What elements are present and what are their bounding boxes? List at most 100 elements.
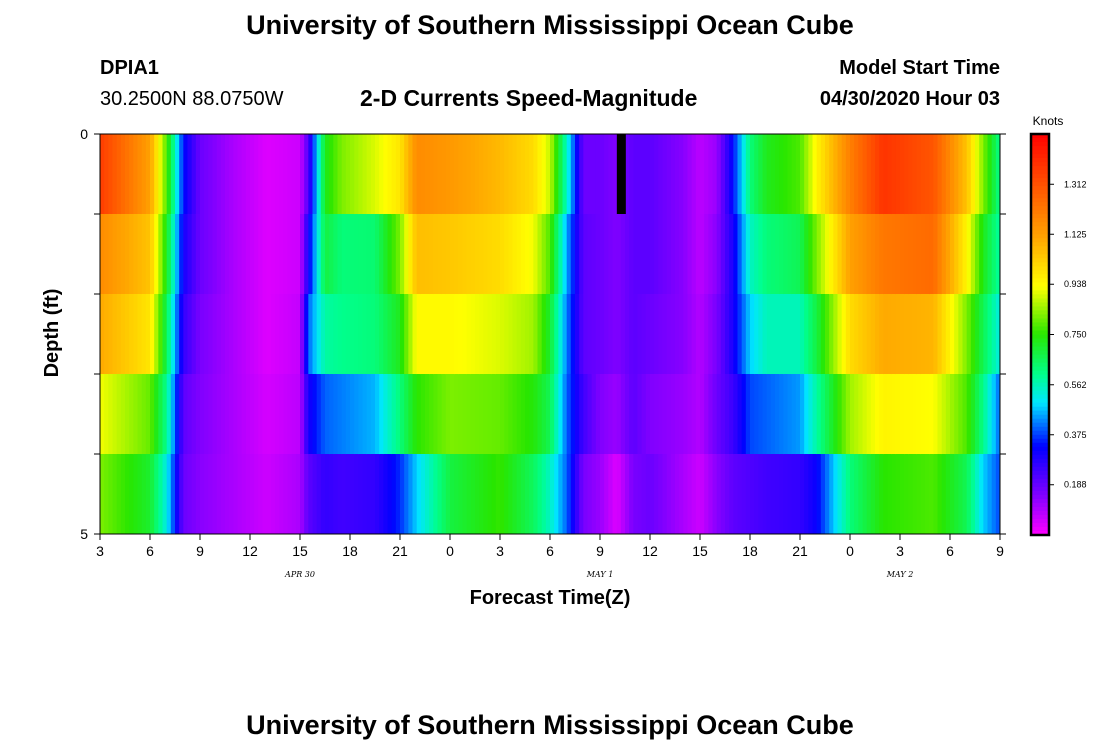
heatmap-cell <box>250 374 255 455</box>
heatmap-cell <box>966 374 972 455</box>
colorbar-tick-label: 1.125 <box>1064 229 1087 239</box>
heatmap-cell <box>479 374 484 455</box>
heatmap-cell <box>141 294 147 375</box>
heatmap-cell <box>575 294 580 375</box>
heatmap-cell <box>183 214 188 295</box>
heatmap-cell <box>925 454 930 535</box>
heatmap-cell <box>329 374 334 455</box>
heatmap-cell <box>562 214 568 295</box>
heatmap-cell <box>712 214 718 295</box>
heatmap-cell <box>208 214 213 295</box>
heatmap-cell <box>608 374 613 455</box>
heatmap-cell <box>566 134 572 215</box>
x-tick-label: 9 <box>196 543 204 559</box>
heatmap-cell <box>350 294 355 375</box>
heatmap-cell <box>966 454 972 535</box>
heatmap-cell <box>541 214 547 295</box>
heatmap-cell <box>616 214 622 295</box>
heatmap-cell <box>966 134 972 215</box>
heatmap-cell <box>600 294 605 375</box>
heatmap-cell <box>825 134 830 215</box>
heatmap-cell <box>920 134 926 215</box>
heatmap-cell <box>533 134 538 215</box>
colorbar-segment <box>1031 466 1049 472</box>
heatmap-cell <box>508 214 513 295</box>
heatmap-cell <box>183 134 188 215</box>
heatmap-cell <box>333 454 338 535</box>
heatmap-cell <box>204 134 209 215</box>
heatmap-cell <box>845 294 851 375</box>
heatmap-cell <box>429 214 434 295</box>
heatmap-cell <box>375 454 380 535</box>
heatmap-cell <box>508 374 513 455</box>
colorbar-segment <box>1031 482 1049 488</box>
heatmap-cell <box>258 454 263 535</box>
heatmap-cell <box>833 294 838 375</box>
colorbar-segment <box>1031 154 1049 159</box>
heatmap-cell <box>733 294 738 375</box>
heatmap-cell <box>945 134 951 215</box>
heatmap-cell <box>920 454 926 535</box>
heatmap-cell <box>133 294 138 375</box>
colorbar-segment <box>1031 142 1049 147</box>
heatmap-cell <box>733 214 738 295</box>
heatmap-cell <box>912 214 918 295</box>
heatmap-cell <box>720 454 726 535</box>
heatmap-cell <box>237 454 243 535</box>
heatmap-cell <box>891 294 897 375</box>
heatmap-cell <box>708 134 713 215</box>
heatmap-cell <box>370 374 376 455</box>
heatmap-cell <box>116 134 122 215</box>
heatmap-cell <box>466 214 472 295</box>
heatmap-cell <box>108 374 113 455</box>
heatmap-cell <box>891 214 897 295</box>
heatmap-cell <box>600 454 605 535</box>
x-tick-label: 21 <box>792 543 808 559</box>
heatmap-cell <box>495 134 501 215</box>
heatmap-cell <box>166 374 172 455</box>
heatmap-cell <box>316 294 322 375</box>
heatmap-cell <box>854 134 859 215</box>
heatmap-cell <box>779 374 784 455</box>
heatmap-cell <box>333 214 338 295</box>
heatmap-cell <box>450 134 455 215</box>
heatmap-cell <box>733 374 738 455</box>
heatmap-cell <box>566 294 572 375</box>
heatmap-cell <box>850 214 855 295</box>
heatmap-cell <box>479 214 484 295</box>
colorbar-segment <box>1031 190 1049 195</box>
colorbar-segment <box>1031 350 1049 356</box>
heatmap-cell <box>858 214 863 295</box>
heatmap-cell <box>737 294 743 375</box>
heatmap-cell <box>529 294 534 375</box>
colorbar-tick-label: 0.375 <box>1064 430 1087 440</box>
colorbar-segment <box>1031 222 1049 227</box>
heatmap-cell <box>800 214 805 295</box>
heatmap-cell <box>800 374 805 455</box>
heatmap-cell <box>279 454 284 535</box>
heatmap-cell <box>558 454 563 535</box>
heatmap-cell <box>404 294 409 375</box>
heatmap-cell <box>479 134 484 215</box>
heatmap-cell <box>887 214 893 295</box>
heatmap-cell <box>829 294 834 375</box>
heatmap-cell <box>466 454 472 535</box>
colorbar-segment <box>1031 210 1049 215</box>
heatmap-cell <box>795 134 801 215</box>
heatmap-cell <box>341 214 347 295</box>
heatmap-cell <box>908 294 913 375</box>
heatmap-cell <box>233 374 238 455</box>
heatmap-cell <box>487 374 493 455</box>
heatmap-cell <box>570 134 576 215</box>
colorbar-segment <box>1031 450 1049 456</box>
heatmap-cell <box>875 214 880 295</box>
colorbar-segment <box>1031 242 1049 247</box>
heatmap-cell <box>920 294 926 375</box>
heatmap-cell <box>337 374 343 455</box>
heatmap-cell <box>162 374 168 455</box>
heatmap-cell <box>541 374 547 455</box>
heatmap-cell <box>320 374 326 455</box>
heatmap-cell <box>304 134 309 215</box>
x-axis-label: Forecast Time(Z) <box>470 587 631 609</box>
heatmap-cell <box>158 454 163 535</box>
